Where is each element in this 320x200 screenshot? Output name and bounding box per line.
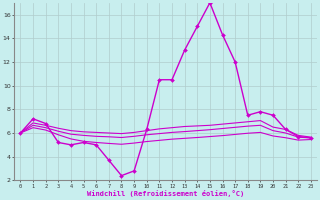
X-axis label: Windchill (Refroidissement éolien,°C): Windchill (Refroidissement éolien,°C) [87,190,244,197]
